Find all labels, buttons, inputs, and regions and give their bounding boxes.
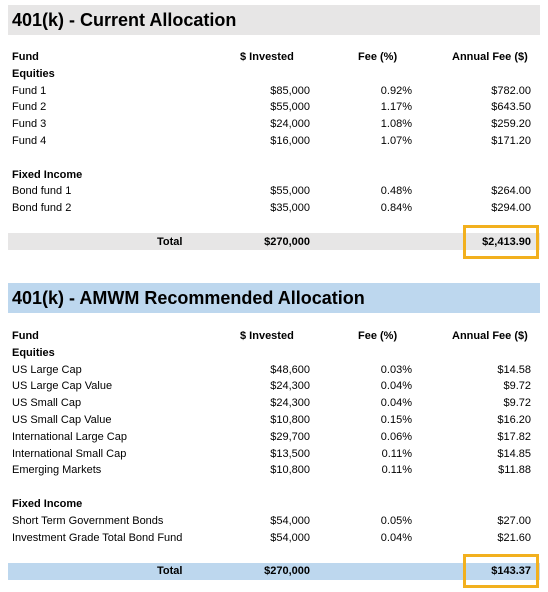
fund-name: Fund 4 (12, 135, 47, 147)
total-bar (8, 562, 540, 580)
cell: $294.00 (491, 202, 531, 215)
total-invested: $270,000 (264, 565, 310, 578)
cell: $17.82 (497, 430, 531, 443)
section-title: 401(k) - Current Allocation (12, 10, 237, 30)
cell: 0.04% (380, 531, 412, 544)
fund-name: Bond fund 2 (12, 202, 72, 215)
cell: $14.58 (497, 363, 531, 376)
cell: $24,000 (270, 118, 310, 131)
section-title: 401(k) - AMWM Recommended Allocation (12, 288, 365, 308)
cell: $171.20 (491, 135, 531, 147)
fund-name: Fund 1 (12, 84, 47, 97)
cell: $782.00 (491, 84, 531, 97)
cell: $9.72 (503, 380, 531, 393)
cell: $24,300 (270, 380, 310, 393)
cell: 1.17% (380, 101, 412, 114)
cell: $35,000 (270, 202, 310, 215)
cell: $27.00 (497, 514, 531, 527)
cell: $10,800 (270, 414, 310, 426)
column-header: Fee (%) (358, 51, 398, 63)
column-header: Annual Fee ($) (452, 51, 528, 63)
cell: $29,700 (270, 430, 310, 443)
cell: $48,600 (270, 363, 310, 376)
cell: 1.08% (380, 118, 412, 131)
fund-name: Fund 2 (12, 101, 47, 114)
fund-name: Bond fund 1 (12, 185, 72, 198)
cell: 0.03% (380, 363, 412, 376)
group-label: Equities (12, 67, 55, 80)
group-label: Equities (12, 346, 55, 359)
cell: 1.07% (380, 135, 412, 147)
cell: $13,500 (270, 447, 310, 460)
total-fee: $143.37 (491, 565, 531, 578)
cell: 0.04% (380, 380, 412, 393)
cell: $54,000 (270, 531, 310, 544)
group-label: Fixed Income (12, 498, 83, 510)
title-bar (8, 283, 540, 313)
column-header: $ Invested (240, 51, 294, 63)
cell: 0.48% (380, 185, 412, 198)
cell: $85,000 (270, 84, 310, 97)
cell: $9.72 (503, 397, 531, 410)
column-header: Annual Fee ($) (452, 330, 528, 342)
total-bar (8, 233, 540, 251)
total-fee: $2,413.90 (482, 235, 531, 248)
total-label: Total (157, 235, 183, 248)
total-label: Total (157, 565, 183, 578)
cell: $643.50 (491, 101, 531, 114)
fund-name: International Small Cap (12, 447, 127, 460)
cell: $259.20 (491, 118, 531, 131)
cell: $264.00 (491, 185, 531, 198)
fund-name: Emerging Markets (12, 464, 102, 477)
cell: $55,000 (270, 185, 310, 198)
fund-name: US Small Cap Value (12, 414, 112, 426)
cell: 0.05% (380, 514, 412, 527)
highlight-box (463, 554, 539, 589)
cell: $55,000 (270, 101, 310, 114)
group-label: Fixed Income (12, 168, 83, 181)
cell: $14.85 (497, 447, 531, 460)
column-header: Fund (12, 51, 39, 63)
fund-name: US Small Cap (12, 397, 82, 410)
fund-name: US Large Cap Value (12, 380, 113, 393)
title-bar (8, 5, 540, 35)
cell: 0.15% (380, 414, 412, 426)
cell: 0.04% (380, 397, 412, 410)
cell: 0.06% (380, 430, 412, 443)
highlight-box (463, 224, 539, 259)
cell: $11.88 (498, 464, 531, 477)
total-invested: $270,000 (264, 235, 310, 248)
fund-name: US Large Cap (12, 363, 82, 376)
cell: 0.84% (380, 202, 412, 215)
cell: $24,300 (270, 397, 310, 410)
column-header: Fee (%) (358, 330, 398, 342)
cell: $10,800 (270, 464, 310, 477)
cell: 0.11% (381, 464, 412, 477)
fund-name: Short Term Government Bonds (12, 514, 164, 527)
fund-name: International Large Cap (12, 430, 127, 443)
cell: $21.60 (497, 531, 531, 544)
cell: $16,000 (270, 135, 310, 147)
cell: 0.92% (380, 84, 412, 97)
fund-name: Investment Grade Total Bond Fund (12, 531, 183, 544)
cell: 0.11% (381, 447, 412, 460)
column-header: $ Invested (240, 330, 294, 342)
column-header: Fund (12, 330, 39, 342)
cell: $54,000 (270, 514, 310, 527)
fund-name: Fund 3 (12, 118, 47, 131)
cell: $16.20 (497, 414, 531, 426)
